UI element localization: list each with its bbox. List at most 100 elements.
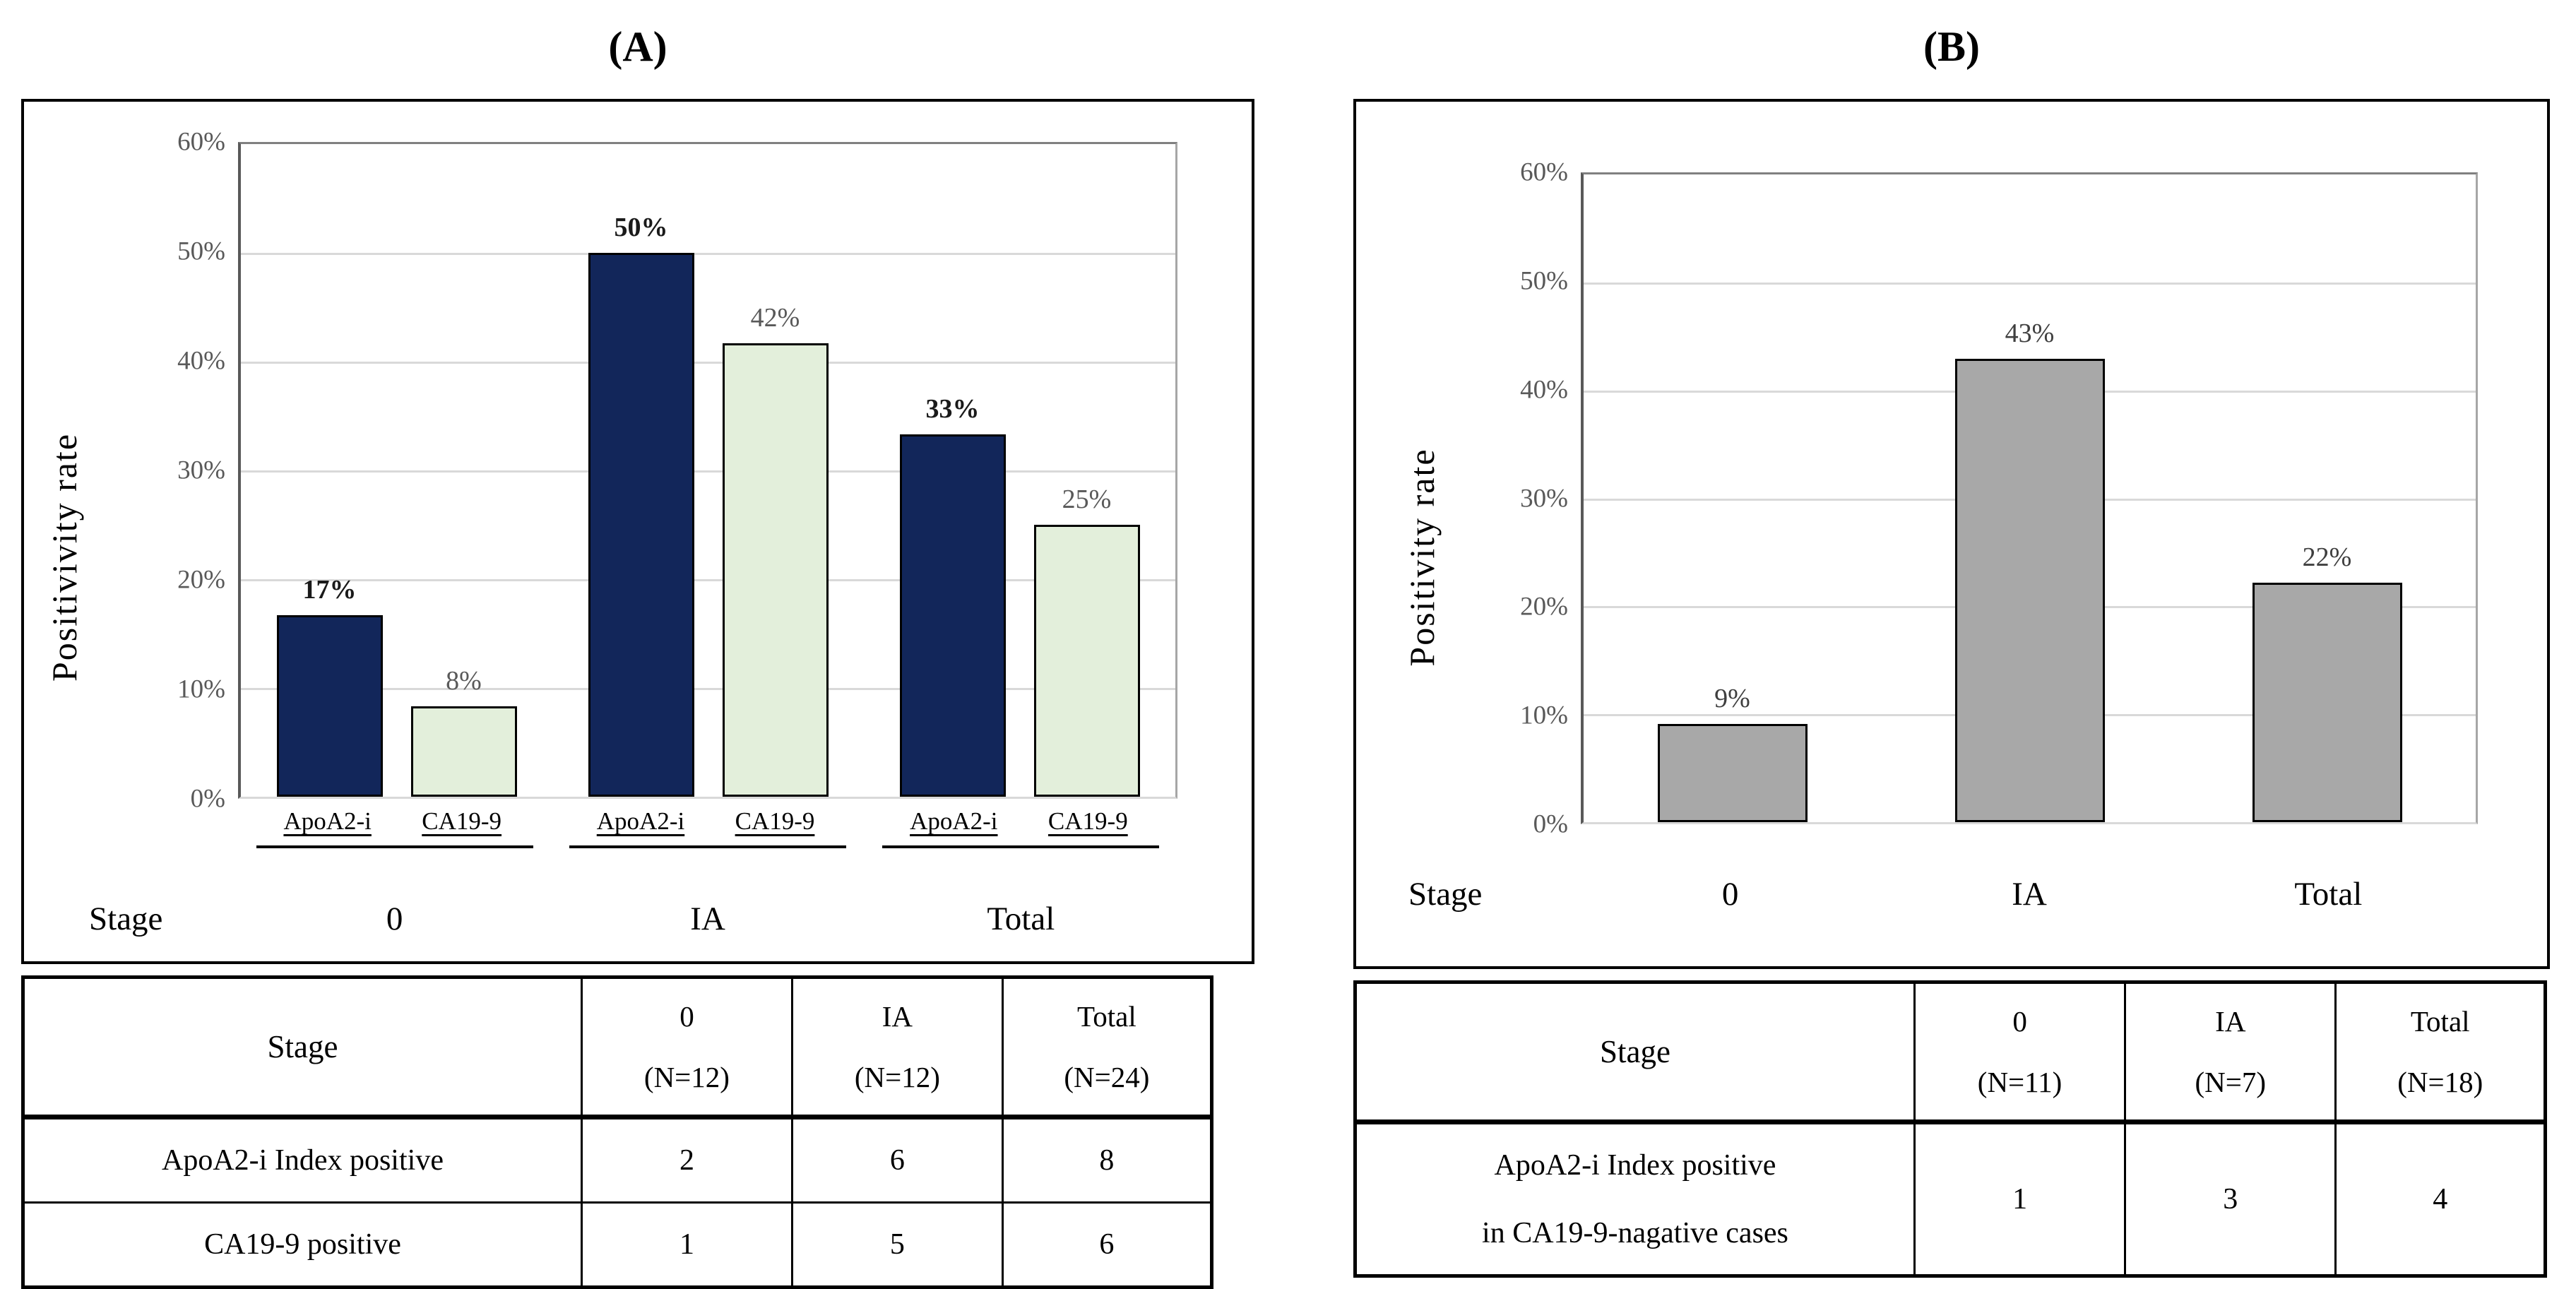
x-axis-stage-row: Stage 0 IA Total [24,900,1252,945]
table-header-colia: IA (N=7) [2124,981,2337,1124]
stage-category-total: Total [2294,876,2363,913]
table-row-apoa2i: ApoA2-i Index positive 2 6 8 [22,1116,1213,1204]
stage-category-ia: IA [690,901,725,937]
table-header-row: Stage 0 (N=12) IA (N=12) Total (N=24) [22,976,1213,1119]
bar-value-label: 43% [2005,319,2055,349]
plot-area: 9% 43% 22% [1581,172,2478,824]
bar-slot: 33% [899,144,1006,797]
bar-slot: 43% [1954,174,2105,822]
bar-value-label: 8% [446,666,482,696]
bar-value-label: 42% [750,302,800,333]
series-label-pair: ApoA2-i CA19-9 [588,807,828,836]
gridline [241,579,1175,581]
panel-a-chart-box: Positivivity rate 60% 50% 40% 30% 20% 10… [21,99,1254,964]
series-label-group-stage0: ApoA2-i CA19-9 [238,807,551,848]
y-tick-label: 20% [177,565,225,595]
x-axis-series-labels: ApoA2-i CA19-9 ApoA2-i CA19-9 ApoA2-i CA… [238,807,1177,848]
series-label-ca199: CA19-9 [1047,807,1128,835]
plot-area: 17% 8% 50% 42% [238,142,1177,799]
y-tick-label: 60% [1520,158,1568,187]
gridline [241,361,1175,364]
row-label: ApoA2-i Index positive [22,1116,583,1204]
stage-category-0: 0 [386,901,403,937]
cell-value: 6 [790,1116,1004,1204]
bar-slot: 50% [588,144,694,797]
bar-slot: 17% [276,144,383,797]
bar-value-label: 33% [925,394,980,424]
cell-value: 2 [581,1116,793,1204]
panel-b-title: (B) [1923,23,1980,70]
bar-series-container: 17% 8% 50% 42% [241,144,1175,797]
bar-value-label: 9% [1714,683,1750,713]
bar-group-total: 22% [2178,174,2476,822]
panel-a-table: Stage 0 (N=12) IA (N=12) Total (N=24) Ap… [21,975,1213,1289]
table-row-apoa2i-ca199neg: ApoA2-i Index positive in CA19-9-nagativ… [1354,1121,2546,1277]
row-label: CA19-9 positive [22,1201,583,1288]
bar-value-label: 22% [2302,542,2352,572]
gridline [241,470,1175,473]
cell-value: 4 [2334,1121,2546,1277]
bar-slot: 9% [1657,174,1808,822]
table-header-coltotal: Total (N=24) [1001,976,1213,1119]
y-tick-label: 10% [177,675,225,704]
y-tick-label: 10% [1520,701,1568,730]
bar-series-container: 9% 43% 22% [1584,174,2476,822]
stage-axis-label: Stage [1408,876,1483,913]
y-axis-tick-labels: 60% 50% 40% 30% 20% 10% 0% [88,128,225,814]
group-underline [882,845,1160,848]
series-label-ca199: CA19-9 [735,807,815,835]
y-tick-label: 0% [1533,809,1568,839]
series-label-apoa2i: ApoA2-i [283,807,372,835]
bar-group-stage-0: 17% 8% [241,144,552,797]
panel-a-title: (A) [608,23,667,70]
table-header-stage: Stage [22,976,583,1119]
stage-category-labels: 0 IA Total [1581,875,2478,913]
y-axis-tick-labels: 60% 50% 40% 30% 20% 10% 0% [1427,158,1568,839]
table-header-col0: 0 (N=12) [581,976,793,1119]
bar-group-stage-ia: 43% [1881,174,2178,822]
bar-apoa2i-stage0 [276,614,383,797]
series-label-pair: ApoA2-i CA19-9 [901,807,1141,836]
y-tick-label: 20% [1520,592,1568,622]
y-tick-label: 0% [190,784,225,814]
cell-value: 1 [581,1201,793,1288]
bar-value-label: 50% [614,213,668,242]
bar-ca199-stage0 [410,706,517,797]
group-underline [256,845,533,848]
bar-slot: 8% [410,144,517,797]
series-label-group-total: ApoA2-i CA19-9 [865,807,1177,848]
bar-apoa2i-stageia [588,253,694,797]
stage-category-labels: 0 IA Total [238,900,1177,938]
y-tick-label: 50% [1520,266,1568,296]
y-tick-label: 30% [1520,484,1568,513]
panel-b-chart-box: Positivity rate 60% 50% 40% 30% 20% 10% … [1353,99,2550,969]
bar-value-label: 17% [302,574,357,605]
x-axis-stage-row: Stage 0 IA Total [1356,875,2547,920]
stage-axis-label: Stage [89,901,163,937]
table-header-colia: IA (N=12) [790,976,1004,1119]
bar-group-total: 33% 25% [864,144,1175,797]
table-row-ca199: CA19-9 positive 1 5 6 [22,1201,1213,1288]
stage-category-0: 0 [1721,876,1739,913]
bar-value-label: 25% [1062,485,1112,514]
y-tick-label: 60% [177,127,225,157]
panel-a: (A) Positivivity rate 60% 50% 40% 30% 20… [21,0,1254,1289]
cell-value: 3 [2124,1121,2337,1277]
panel-b-table: Stage 0 (N=11) IA (N=7) Total (N=18) Apo… [1353,980,2547,1278]
y-tick-label: 40% [1520,375,1568,405]
series-label-apoa2i: ApoA2-i [596,807,685,835]
y-tick-label: 50% [177,237,225,266]
bar-group-stage-ia: 50% 42% [552,144,864,797]
gridline [241,253,1175,255]
gridline [241,687,1175,690]
bar-stage0 [1657,723,1808,822]
table-header-row: Stage 0 (N=11) IA (N=7) Total (N=18) [1354,981,2546,1124]
series-label-pair: ApoA2-i CA19-9 [275,807,515,836]
gridline [1584,282,2476,285]
cell-value: 5 [790,1201,1004,1288]
bar-apoa2i-total [899,434,1006,797]
table-header-col0: 0 (N=11) [1913,981,2127,1124]
cell-value: 1 [1913,1121,2127,1277]
row-label: ApoA2-i Index positive in CA19-9-nagativ… [1354,1121,1916,1277]
bar-slot: 42% [722,144,829,797]
